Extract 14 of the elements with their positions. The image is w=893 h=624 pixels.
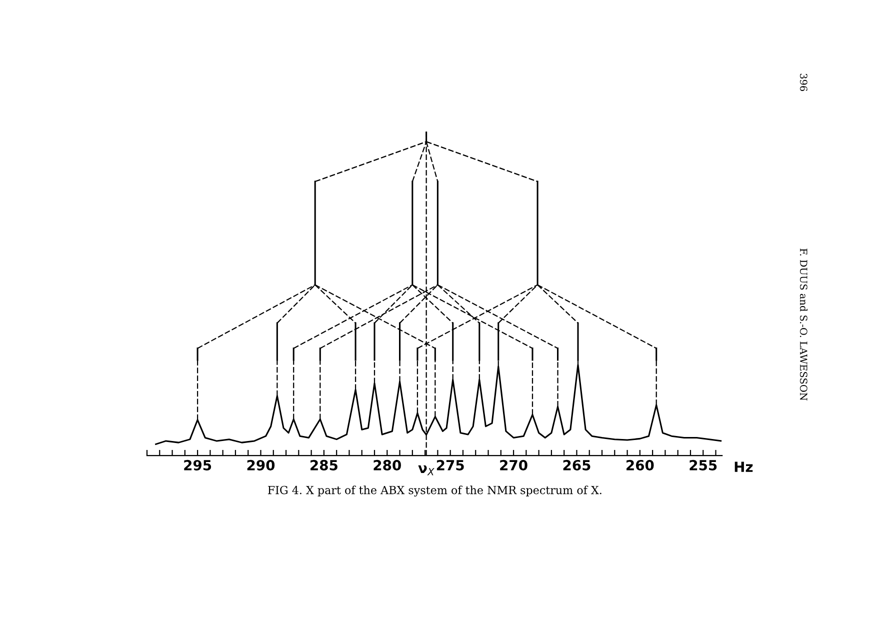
x-tick-label: 295: [184, 460, 212, 470]
x-tick-label: 290: [247, 460, 275, 470]
x-tick-label: 255: [690, 460, 717, 470]
x-tick-label: 270: [500, 460, 528, 470]
x-tick-label: 285: [310, 460, 338, 470]
x-tick-label: 280: [374, 460, 401, 470]
text: F. DUUS and S.-O. LAWESSON: [800, 248, 808, 400]
x-tick-label: 260: [626, 460, 654, 470]
x-tick-label: 265: [563, 460, 590, 470]
caption: FIG 4. X part of the ABX system of the NMR spectrum of X.: [268, 486, 602, 497]
text: 396: [800, 74, 808, 92]
x-axis-title: Hz: [734, 462, 753, 472]
x-tick-label: 275: [436, 460, 464, 470]
ref-line-label: ν$_{X}$: [418, 465, 434, 476]
